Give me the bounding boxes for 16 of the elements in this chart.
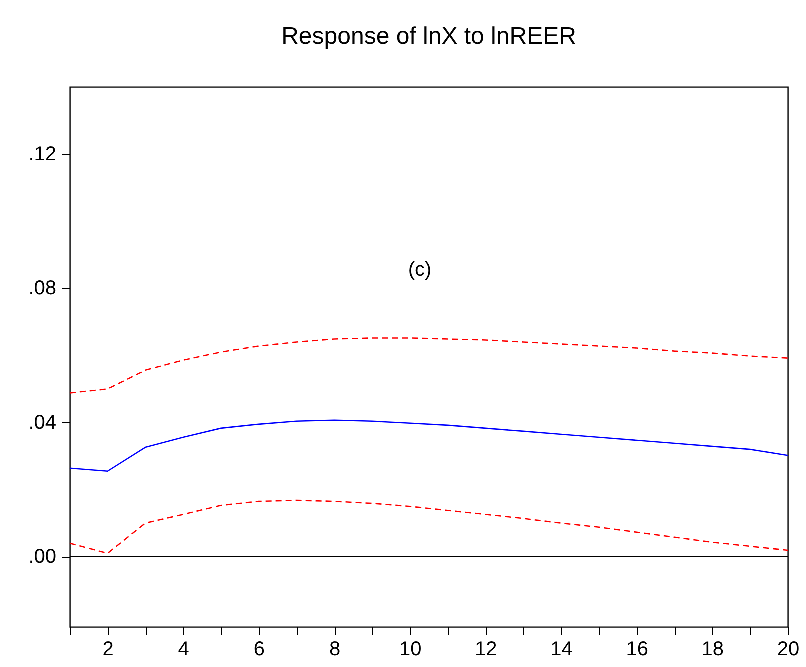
y-tick-label: .00 xyxy=(28,546,56,568)
x-tick-label: 4 xyxy=(178,638,190,660)
x-tick-label: 6 xyxy=(254,638,266,660)
annotation: (c) xyxy=(408,259,432,281)
x-tick-label: 12 xyxy=(475,638,498,660)
x-tick-label: 16 xyxy=(626,638,648,660)
x-tick-label: 8 xyxy=(329,638,341,660)
x-tick-label: 10 xyxy=(399,638,422,660)
y-tick-label: .04 xyxy=(28,412,56,434)
x-tick-label: 20 xyxy=(777,638,800,660)
x-tick-label: 14 xyxy=(550,638,573,660)
y-tick-label: .12 xyxy=(28,144,56,166)
x-tick-label: 18 xyxy=(702,638,724,660)
x-tick-label: 2 xyxy=(102,638,114,660)
y-tick-label: .08 xyxy=(28,278,56,300)
chart-title: Response of lnX to lnREER xyxy=(282,23,576,50)
